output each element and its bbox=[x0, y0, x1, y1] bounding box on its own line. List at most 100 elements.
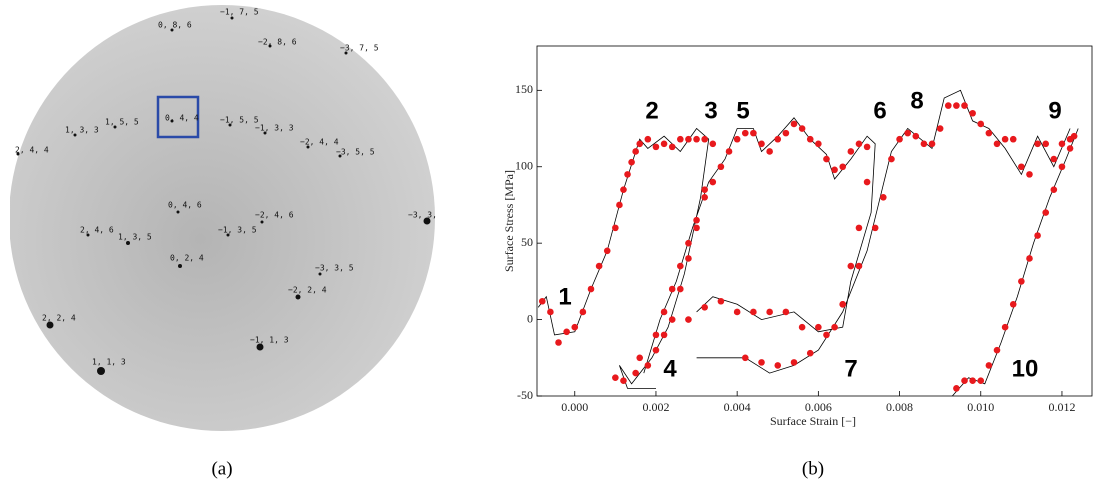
data-point bbox=[709, 140, 717, 148]
spot-label: −1, 3, 3 bbox=[255, 124, 294, 133]
loop-label: 7 bbox=[844, 355, 857, 382]
data-point bbox=[685, 316, 692, 323]
diffraction-spot bbox=[16, 152, 20, 156]
data-point bbox=[701, 304, 708, 311]
x-tick-label: 0.008 bbox=[886, 400, 913, 414]
data-point bbox=[725, 148, 733, 155]
data-point bbox=[1070, 132, 1078, 140]
data-point bbox=[668, 143, 676, 151]
diffraction-spot bbox=[295, 294, 301, 300]
data-point bbox=[701, 194, 708, 201]
spot-label: −2, 4, 4 bbox=[300, 138, 339, 147]
y-tick-label: -50 bbox=[517, 388, 533, 402]
spot-label: 1, 5, 5 bbox=[105, 118, 139, 127]
data-point bbox=[1042, 209, 1050, 216]
spot-label: −3, 5, 5 bbox=[336, 148, 375, 157]
diffraction-spot bbox=[226, 233, 230, 237]
data-point bbox=[538, 297, 546, 305]
data-point bbox=[652, 331, 660, 339]
diffraction-spot bbox=[126, 241, 130, 245]
data-point bbox=[977, 377, 985, 385]
data-point bbox=[733, 135, 741, 143]
spot-label: 1, 1, 3 bbox=[92, 358, 126, 367]
data-point bbox=[888, 155, 895, 163]
data-point bbox=[636, 140, 644, 148]
data-point bbox=[547, 308, 554, 316]
data-point bbox=[701, 186, 708, 193]
data-point bbox=[880, 194, 887, 201]
data-point bbox=[1058, 140, 1066, 148]
data-point bbox=[1034, 232, 1041, 239]
spot-label: 1, 3, 3 bbox=[65, 126, 99, 135]
data-point bbox=[1026, 171, 1033, 178]
data-point bbox=[815, 323, 822, 331]
data-point bbox=[1066, 145, 1074, 152]
plot-frame bbox=[536, 45, 1093, 397]
data-point bbox=[733, 308, 741, 316]
spot-label: −3, 3, 5 bbox=[315, 264, 354, 273]
diffraction-spot bbox=[97, 367, 105, 375]
data-point bbox=[855, 262, 863, 270]
highlight-box bbox=[156, 95, 200, 139]
diffraction-spot bbox=[170, 28, 174, 32]
diffraction-spot bbox=[86, 233, 90, 237]
loop-label: 3 bbox=[704, 97, 717, 124]
data-point bbox=[717, 163, 725, 171]
data-point bbox=[758, 359, 765, 366]
data-point bbox=[685, 255, 692, 262]
data-point bbox=[624, 171, 631, 178]
data-point bbox=[1050, 155, 1058, 163]
spot-label: −2, 8, 6 bbox=[258, 38, 297, 47]
data-point bbox=[603, 247, 611, 255]
data-point bbox=[632, 148, 639, 155]
data-point bbox=[1001, 323, 1009, 331]
caption: (b) bbox=[802, 458, 824, 479]
diffraction-spot bbox=[113, 125, 117, 129]
spot-label: −1, 7, 5 bbox=[220, 8, 259, 17]
stress-strain-line bbox=[537, 89, 1079, 396]
caption: (a) bbox=[211, 458, 232, 479]
spot-label: −2, 2, 4 bbox=[288, 286, 327, 295]
data-point bbox=[985, 129, 993, 137]
data-point bbox=[616, 201, 623, 209]
laue-pattern: 0, 8, 6 −1, 7, 5 −2, 8, 6 −3, 7, 5 0, 4, 4 1,… bbox=[10, 5, 437, 431]
data-point bbox=[985, 362, 993, 369]
x-tick-label: 0.000 bbox=[561, 400, 588, 414]
data-point bbox=[660, 140, 668, 148]
data-point bbox=[693, 216, 700, 224]
data-point bbox=[823, 331, 830, 339]
data-point bbox=[652, 143, 660, 151]
data-point bbox=[701, 135, 708, 143]
data-point bbox=[839, 300, 847, 308]
data-point bbox=[1018, 163, 1025, 171]
data-point bbox=[969, 109, 976, 117]
data-point bbox=[904, 129, 911, 137]
data-point bbox=[636, 354, 644, 362]
data-point bbox=[677, 135, 684, 143]
data-point bbox=[782, 308, 790, 316]
data-point bbox=[815, 140, 822, 148]
diffraction-spot bbox=[263, 131, 267, 135]
data-point bbox=[847, 148, 855, 155]
data-point bbox=[774, 135, 782, 143]
spot-label: 1, 3, 5 bbox=[118, 233, 152, 242]
data-point bbox=[644, 362, 652, 369]
data-point bbox=[871, 224, 879, 232]
diffraction-spot bbox=[306, 145, 310, 149]
data-point bbox=[961, 102, 968, 109]
diffraction-spot bbox=[256, 343, 264, 351]
spot-label: −1, 5, 5 bbox=[220, 116, 259, 125]
y-tick-label: 150 bbox=[515, 82, 533, 96]
data-point bbox=[758, 140, 765, 148]
diffraction-spot bbox=[178, 264, 182, 268]
data-point bbox=[563, 328, 570, 336]
diffraction-spot bbox=[73, 133, 77, 137]
data-point bbox=[993, 140, 1001, 148]
spot-label: −1, 3, 5 bbox=[218, 226, 257, 235]
data-point bbox=[660, 331, 668, 339]
data-point bbox=[798, 323, 806, 331]
data-point bbox=[953, 102, 960, 109]
loop-label: 5 bbox=[736, 97, 749, 124]
spot-label: −2, 4, 6 bbox=[255, 211, 294, 220]
